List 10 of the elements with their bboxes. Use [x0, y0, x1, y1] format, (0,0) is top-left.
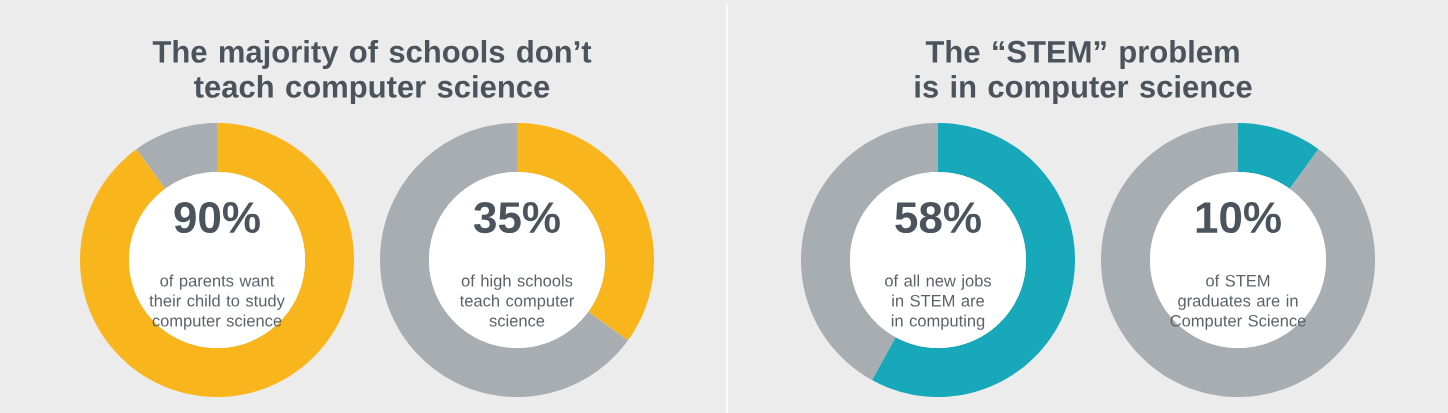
data-label: 10% — [1196, 201, 1281, 234]
data-label: 35% — [473, 201, 560, 234]
text: of all new jobs in STEM are in computing — [885, 274, 992, 330]
chart-title: The “STEM” problem is in computer science — [915, 40, 1252, 104]
chart-title: The majority of schools don’t teach computer science — [152, 40, 592, 104]
data-label: 90% — [174, 201, 260, 234]
text: of parents want their child to study computer science — [149, 274, 285, 330]
text: of STEM graduates are in Computer Science — [1170, 274, 1306, 330]
text: of high schools teach computer science — [459, 274, 575, 327]
data-label: 58% — [895, 201, 981, 234]
